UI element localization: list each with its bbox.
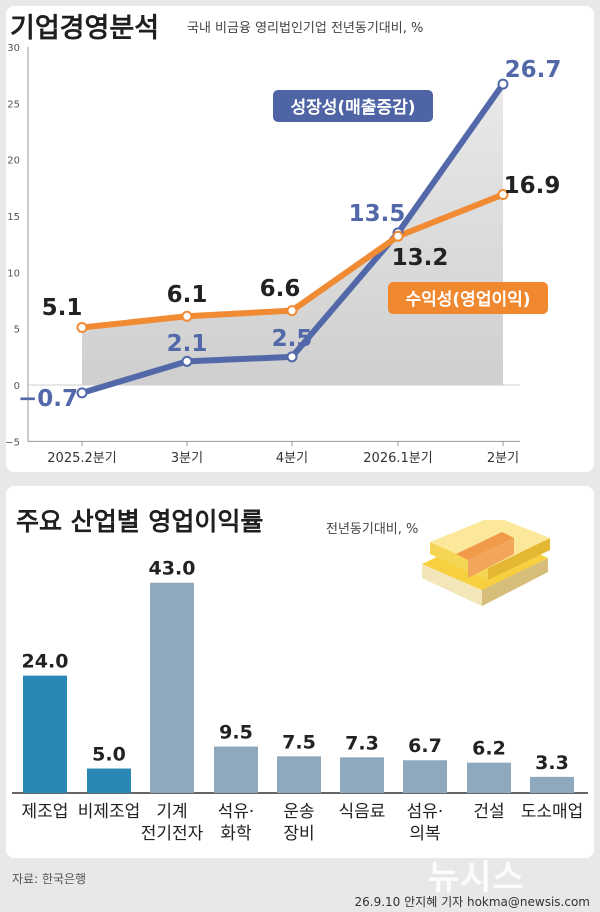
growth-legend-label: 성장성(매출증감) — [290, 98, 415, 118]
growth-point — [497, 78, 509, 90]
bar — [214, 746, 258, 793]
growth-data-label: 26.7 — [505, 57, 562, 83]
profit-point — [392, 230, 404, 242]
bar-value-label: 6.7 — [408, 735, 442, 757]
y-tick-label: 25 — [7, 99, 20, 110]
y-tick-label: −5 — [5, 437, 20, 448]
bar-value-label: 24.0 — [22, 651, 69, 673]
bar — [403, 760, 447, 793]
bar-category-label: 식음료 — [339, 802, 386, 822]
growth-point — [76, 387, 88, 399]
y-tick-label: 20 — [7, 156, 20, 167]
profit-data-label: 6.6 — [260, 276, 301, 302]
y-tick-label: 10 — [7, 268, 20, 279]
chart2-title: 주요 산업별 영업이익률 — [16, 507, 264, 536]
bar-value-label: 43.0 — [149, 558, 196, 580]
profit-data-label: 16.9 — [504, 173, 561, 199]
x-tick-label: 4분기 — [276, 451, 308, 466]
x-tick-label: 2025.2분기 — [47, 451, 116, 466]
profit-data-label: 6.1 — [167, 282, 208, 308]
bar — [150, 582, 194, 793]
bar-value-label: 5.0 — [92, 744, 126, 766]
bar — [530, 776, 574, 793]
profit-point — [286, 305, 298, 317]
chart1-subtitle: 국내 비금융 영리법인기업 전년동기대비, % — [187, 21, 424, 36]
watermark-logo: 뉴시스 — [428, 858, 525, 898]
bar-value-label: 7.5 — [282, 731, 316, 753]
bar-category-label: 의복 — [409, 824, 440, 844]
profit-legend-box — [388, 282, 548, 314]
bar-value-label: 6.2 — [472, 738, 506, 760]
bar-value-label: 9.5 — [219, 722, 253, 744]
growth-data-label: −0.7 — [18, 386, 78, 412]
bar-category-label: 전기전자 — [141, 824, 204, 844]
x-tick-label: 3분기 — [171, 451, 203, 466]
bar — [340, 757, 384, 793]
growth-data-label: 2.1 — [167, 331, 208, 357]
y-tick-label: 0 — [14, 381, 20, 392]
credit-line: 26.9.10 안지혜 기자 hokma@newsis.com — [354, 895, 590, 909]
bar-value-label: 7.3 — [345, 732, 379, 754]
growth-legend-box — [273, 90, 433, 122]
bar-category-label: 건설 — [473, 802, 504, 822]
bar-category-label: 운송 — [283, 802, 314, 822]
profit-point — [76, 322, 88, 334]
bar-category-label: 섬유· — [407, 802, 444, 822]
bar-category-label: 장비 — [283, 824, 314, 844]
growth-point — [181, 355, 193, 367]
growth-data-label: 13.5 — [349, 201, 406, 227]
bar-category-label: 도소매업 — [521, 802, 584, 822]
bar — [277, 756, 321, 793]
x-tick-label: 2026.1분기 — [363, 451, 432, 466]
chart1-title: 기업경영분석 — [10, 13, 160, 44]
profit-point — [497, 189, 509, 201]
money-bundle-illustration — [422, 520, 550, 606]
source-note: 자료: 한국은행 — [12, 872, 87, 886]
bar-category-label: 제조업 — [22, 802, 69, 822]
profit-point — [181, 310, 193, 322]
profit-data-label: 13.2 — [392, 245, 449, 271]
bar-value-label: 3.3 — [535, 752, 569, 774]
bar-category-label: 석유· — [218, 802, 255, 822]
growth-data-label: 2.5 — [272, 326, 313, 352]
profit-data-label: 5.1 — [42, 295, 83, 321]
bar — [467, 762, 511, 793]
x-tick-label: 2분기 — [487, 451, 519, 466]
chart2-subtitle: 전년동기대비, % — [326, 522, 419, 537]
bar-category-label: 화학 — [220, 824, 252, 844]
bar — [23, 675, 67, 793]
line-chart: 30 25 20 15 10 5 0 −5 2025.2분기 3분기 4분기 2026.1분기 2분기 −… — [5, 43, 562, 466]
bar — [87, 768, 131, 793]
bar-category-label: 비제조업 — [78, 802, 141, 822]
y-tick-label: 5 — [14, 325, 20, 336]
growth-point — [286, 351, 298, 363]
bar-category-label: 기계 — [156, 802, 187, 822]
y-tick-label: 30 — [7, 43, 20, 54]
profit-legend-label: 수익성(영업이익) — [405, 290, 530, 310]
y-tick-label: 15 — [7, 212, 20, 223]
